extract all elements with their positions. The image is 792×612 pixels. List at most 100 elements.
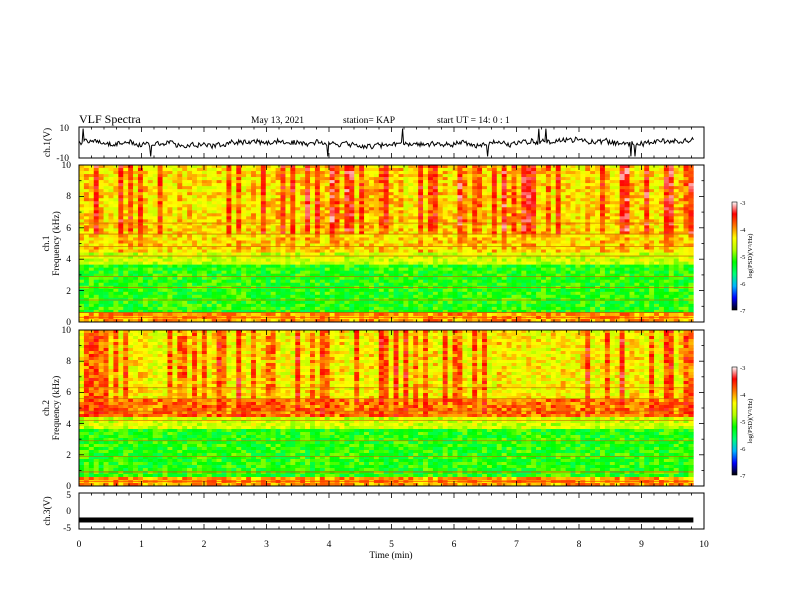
spectrogram-cell xyxy=(560,246,566,250)
spectrogram-cell xyxy=(368,267,375,271)
spectrogram-cell xyxy=(432,276,439,281)
spectrogram-cell xyxy=(462,270,468,274)
spectrogram-cell xyxy=(482,279,488,284)
spectrogram-cell xyxy=(580,276,586,281)
spectrogram-cell xyxy=(118,216,124,220)
spectrogram-cell xyxy=(339,168,345,172)
spectrogram-cell xyxy=(383,168,389,172)
spectrogram-cell xyxy=(595,183,601,187)
spectrogram-cell xyxy=(152,171,158,175)
spectrogram-cell xyxy=(182,183,188,187)
spectrogram-cell xyxy=(575,207,581,211)
spectrogram-cell xyxy=(668,222,675,226)
spectrogram-cell xyxy=(595,270,601,274)
spectrogram-cell xyxy=(157,261,163,265)
spectrogram-cell xyxy=(654,270,660,274)
spectrogram-cell xyxy=(477,201,483,205)
spectrogram-cell xyxy=(344,210,350,214)
spectrogram-cell xyxy=(187,255,193,259)
spectrogram-cell xyxy=(128,237,134,241)
spectrogram-cell xyxy=(246,192,252,196)
spectrogram-cell xyxy=(403,186,409,190)
spectrogram-cell xyxy=(501,264,507,268)
spectrogram-cell xyxy=(590,171,596,175)
spectrogram-cell xyxy=(432,183,439,187)
spectrogram-cell xyxy=(344,243,350,247)
spectrogram-cell xyxy=(393,267,399,271)
spectrogram-cell xyxy=(511,255,517,259)
spectrogram-cell xyxy=(541,231,547,235)
spectrogram-cell xyxy=(231,198,237,202)
spectrogram-cell xyxy=(133,189,139,193)
spectrogram-cell xyxy=(599,180,606,184)
spectrogram-cell xyxy=(423,255,429,259)
spectrogram-cell xyxy=(427,210,434,214)
spectrogram-cell xyxy=(432,222,439,226)
spectrogram-cell xyxy=(482,249,488,253)
spectrogram-cell xyxy=(526,210,532,214)
spectrogram-cell xyxy=(300,192,306,196)
spectrogram-cell xyxy=(319,192,326,196)
spectrogram-cell xyxy=(526,168,532,172)
spectrogram-cell xyxy=(575,183,581,187)
spectrogram-cell xyxy=(604,252,611,256)
spectrogram-cell xyxy=(142,258,149,262)
spectrogram-cell xyxy=(516,216,522,220)
spectrogram-cell xyxy=(408,171,414,175)
spectrogram-cell xyxy=(427,264,434,268)
spectrogram-cell xyxy=(511,252,517,256)
spectrogram-cell xyxy=(324,249,330,253)
spectrogram-cell xyxy=(472,207,478,211)
spectrogram-cell xyxy=(619,186,625,190)
spectrogram-cell xyxy=(560,255,566,259)
spectrogram-cell xyxy=(585,195,591,199)
spectrogram-cell xyxy=(663,177,670,181)
spectrogram-cell xyxy=(118,171,124,175)
spectrogram-cell xyxy=(447,276,453,281)
spectrogram-cell xyxy=(192,219,198,223)
spectrogram-cell xyxy=(368,174,375,178)
spectrogram-cell xyxy=(300,252,306,256)
spectrogram-cell xyxy=(580,198,586,202)
spectrogram-cell xyxy=(137,219,144,223)
spectrogram-cell xyxy=(580,228,586,232)
spectrogram-cell xyxy=(599,207,606,211)
spectrogram-cell xyxy=(408,174,414,178)
spectrogram-cell xyxy=(678,165,684,169)
spectrogram-cell xyxy=(560,210,566,214)
spectrogram-cell xyxy=(447,207,453,211)
spectrogram-cell xyxy=(123,240,129,244)
spectrogram-cell xyxy=(668,252,675,256)
spectrogram-cell xyxy=(172,210,178,214)
spectrogram-cell xyxy=(683,237,689,241)
spectrogram-cell xyxy=(364,180,370,184)
spectrogram-cell xyxy=(93,168,99,172)
spectrogram-cell xyxy=(462,168,468,172)
spectrogram-cell xyxy=(658,249,665,253)
spectrogram-cell xyxy=(216,201,222,205)
spectrogram-cell xyxy=(629,279,635,284)
spectrogram-cell xyxy=(555,171,561,175)
spectrogram-cell xyxy=(649,222,655,226)
spectrogram-cell xyxy=(373,195,380,199)
spectrogram-cell xyxy=(226,207,232,211)
spectrogram-cell xyxy=(486,195,493,199)
spectrogram-cell xyxy=(472,225,478,229)
spectrogram-cell xyxy=(241,273,247,278)
spectrogram-cell xyxy=(231,264,237,268)
spectrogram-cell xyxy=(629,234,635,238)
spectrogram-cell xyxy=(270,198,276,202)
spectrogram-cell xyxy=(427,213,434,217)
spectrogram-cell xyxy=(398,258,404,262)
spectrogram-cell xyxy=(678,177,684,181)
spectrogram-cell xyxy=(280,231,286,235)
spectrogram-cell xyxy=(329,237,335,241)
spectrogram-cell xyxy=(216,243,222,247)
spectrogram-cell xyxy=(157,201,163,205)
spectrogram-cell xyxy=(678,273,684,278)
spectrogram-cell xyxy=(123,228,129,232)
spectrogram-cell xyxy=(118,195,124,199)
spectrogram-cell xyxy=(531,207,537,211)
spectrogram-cell xyxy=(216,258,222,262)
spectrogram-cell xyxy=(536,177,542,181)
